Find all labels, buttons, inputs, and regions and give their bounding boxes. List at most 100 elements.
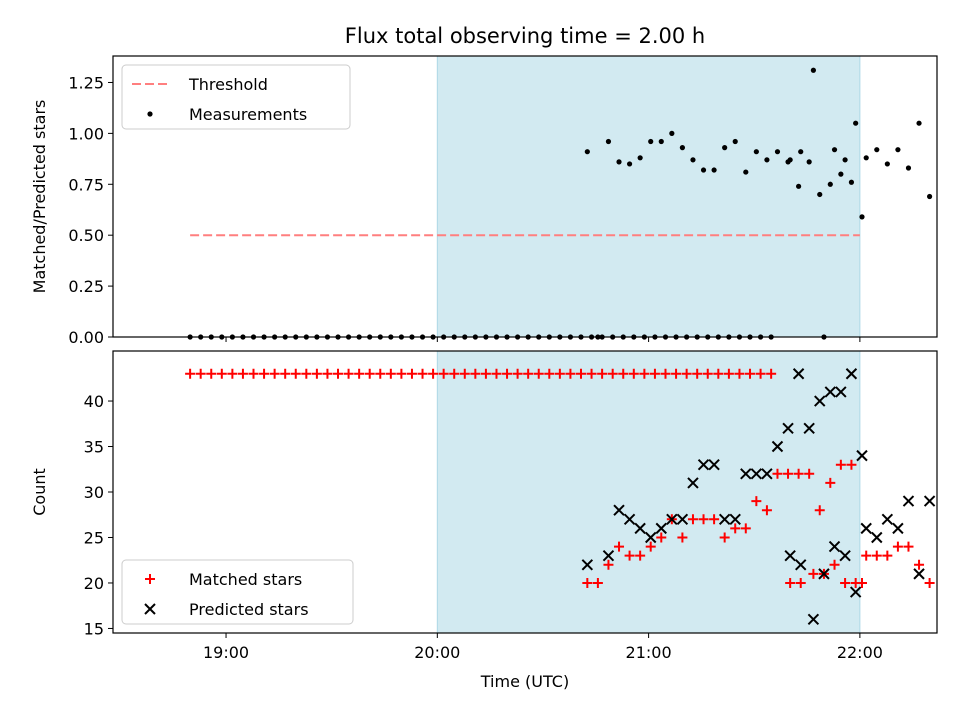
matched-star-point [406, 368, 417, 379]
predicted-star-point [718, 513, 731, 525]
matched-star-point [671, 368, 682, 379]
count-series-predicted-stars [581, 368, 936, 626]
matched-star-point [740, 523, 751, 534]
matched-star-point [280, 368, 291, 379]
predicted-star-point [839, 549, 851, 562]
count-y-tick-label: 40 [84, 392, 104, 411]
measurement-point [774, 149, 781, 155]
matched-star-point [269, 368, 280, 379]
matched-star-point [892, 541, 903, 552]
matched-star-point [575, 368, 586, 379]
predicted-star-point [645, 531, 657, 544]
matched-star-point [804, 468, 815, 479]
ratio-y-tick-label: 0.50 [68, 226, 104, 245]
measurement-point [722, 145, 728, 151]
matched-star-point [396, 368, 407, 379]
matched-star-point [502, 368, 513, 379]
matched-star-point [785, 577, 796, 588]
predicted-star-point [750, 468, 763, 480]
predicted-star-point [913, 568, 925, 580]
matched-star-point [751, 496, 762, 507]
matched-star-point [364, 368, 375, 379]
matched-star-point [713, 368, 724, 379]
measurement-point [648, 138, 654, 145]
legend-label: Predicted stars [189, 600, 309, 619]
matched-star-point [375, 368, 386, 379]
matched-star-point [512, 368, 523, 379]
matched-star-point [237, 368, 248, 379]
count-y-tick-label: 35 [84, 438, 104, 457]
measurement-point [884, 161, 890, 167]
measurement-point [658, 138, 664, 145]
matched-star-point [459, 368, 470, 379]
measurement-point [874, 147, 880, 153]
measurement-point [669, 130, 675, 136]
predicted-star-point [814, 395, 826, 407]
ratio-legend: Threshold Measurements [121, 64, 351, 130]
matched-star-point [343, 368, 354, 379]
chart-title: Flux total observing time = 2.00 h [345, 24, 705, 48]
matched-star-point [618, 368, 629, 379]
matched-star-point [924, 577, 935, 588]
matched-star-point [523, 368, 534, 379]
measurement-point [584, 149, 590, 155]
matched-star-point [603, 559, 614, 570]
measurement-point [605, 138, 612, 145]
predicted-star-point [581, 559, 594, 571]
count-panel: 15202530354019:0020:0021:0022:0023:0000:… [30, 350, 938, 691]
matched-star-point [808, 568, 819, 579]
matched-star-point [825, 477, 836, 488]
predicted-star-point [807, 613, 820, 626]
predicted-star-point [761, 468, 773, 480]
count-observing-window-shade [436, 350, 861, 634]
ratio-y-tick-label: 1.00 [68, 124, 104, 143]
ratio-panel: 0.00 0.25 0.50 0.75 1.00 1.25 Matched/Predicte… [30, 55, 938, 347]
measurement-point [637, 155, 643, 161]
matched-star-point [882, 550, 893, 561]
predicted-star-point [771, 440, 784, 453]
measurement-point [895, 147, 901, 153]
measurement-point [916, 120, 922, 126]
predicted-star-point [845, 368, 858, 380]
measurement-point [810, 67, 817, 73]
predicted-star-point [849, 586, 862, 598]
x-tick-label: 21:00 [626, 643, 672, 662]
predicted-star-point [818, 568, 830, 580]
predicted-star-point [666, 513, 678, 525]
matched-star-point [783, 468, 794, 479]
measurement-point [838, 171, 844, 177]
predicted-star-point [687, 477, 699, 489]
matched-star-point [766, 368, 777, 379]
predicted-star-point [708, 459, 720, 471]
count-y-tick-label: 15 [84, 619, 104, 638]
matched-star-point [795, 577, 806, 588]
matched-star-point [903, 541, 914, 552]
legend-matched-swatch [145, 574, 155, 584]
matched-star-point [544, 368, 555, 379]
matched-star-point [322, 368, 333, 379]
matched-star-point [311, 368, 322, 379]
matched-star-point [470, 368, 481, 379]
matched-star-point [692, 368, 703, 379]
predicted-star-point [729, 513, 741, 525]
predicted-star-point [782, 422, 794, 435]
matched-star-point [639, 368, 650, 379]
matched-star-point [677, 532, 688, 543]
predicted-star-point [835, 386, 847, 398]
matched-star-point [582, 577, 593, 588]
predicted-star-point [828, 540, 841, 553]
matched-star-point [814, 505, 825, 516]
matched-star-point [185, 368, 196, 379]
matched-star-point [835, 459, 846, 470]
legend-label: Matched stars [189, 570, 302, 589]
ratio-series-measurements [187, 67, 933, 340]
predicted-star-point [824, 386, 837, 398]
predicted-star-point [881, 513, 894, 525]
count-y-tick-label: 30 [84, 483, 104, 502]
predicted-star-point [655, 522, 667, 535]
ratio-axes-frame [112, 55, 938, 338]
measurement-point [827, 181, 833, 187]
ratio-observing-window-shade [436, 55, 861, 338]
matched-star-point [480, 368, 491, 379]
predicted-star-point [634, 522, 646, 535]
